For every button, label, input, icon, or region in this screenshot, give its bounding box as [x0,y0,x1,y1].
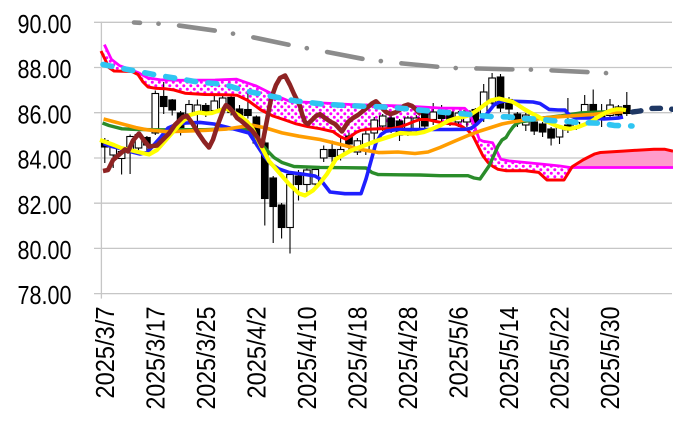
svg-text:84.00: 84.00 [18,147,72,175]
svg-text:2025/4/10: 2025/4/10 [294,307,322,410]
svg-text:86.00: 86.00 [18,101,72,129]
svg-text:88.00: 88.00 [18,56,72,84]
svg-text:2025/4/2: 2025/4/2 [244,307,272,399]
svg-text:90.00: 90.00 [18,11,72,39]
svg-text:2025/3/17: 2025/3/17 [143,307,171,410]
svg-text:2025/5/22: 2025/5/22 [547,307,575,410]
svg-text:2025/3/25: 2025/3/25 [193,307,221,410]
svg-text:82.00: 82.00 [18,192,72,220]
svg-text:2025/4/18: 2025/4/18 [345,307,373,410]
svg-text:2025/3/7: 2025/3/7 [92,307,120,399]
svg-text:78.00: 78.00 [18,282,72,310]
svg-text:2025/5/6: 2025/5/6 [446,307,474,399]
svg-text:2025/5/30: 2025/5/30 [597,307,625,410]
svg-text:2025/4/28: 2025/4/28 [395,307,423,410]
svg-text:2025/5/14: 2025/5/14 [496,307,524,410]
svg-text:80.00: 80.00 [18,237,72,265]
